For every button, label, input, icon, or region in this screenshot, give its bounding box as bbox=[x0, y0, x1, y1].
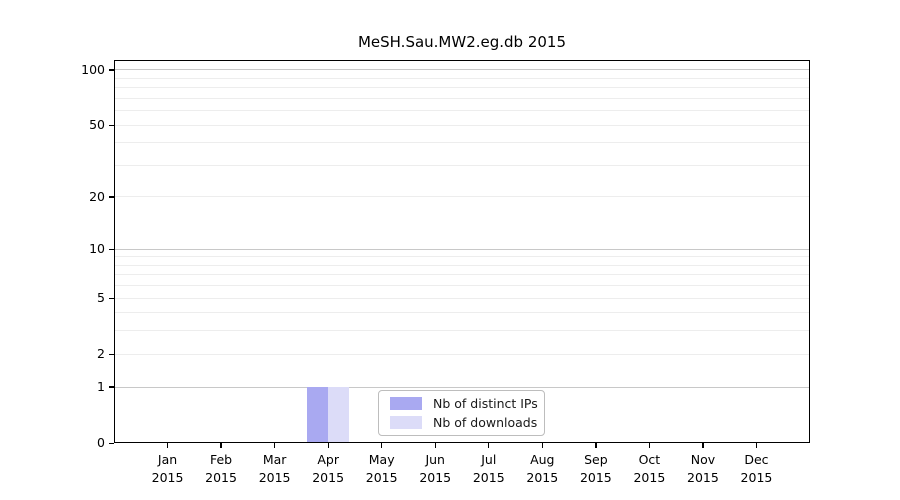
bar-nb-of-downloads-apr bbox=[328, 386, 350, 442]
chart-legend: Nb of distinct IPs Nb of downloads bbox=[378, 390, 545, 436]
x-tick-apr bbox=[327, 443, 329, 448]
minor-gridline-30 bbox=[115, 164, 809, 166]
x-tick-mar bbox=[274, 443, 276, 448]
major-gridline-100 bbox=[115, 69, 809, 71]
y-tick-50 bbox=[109, 124, 114, 126]
legend-label-downloads: Nb of downloads bbox=[433, 415, 538, 430]
minor-gridline-2 bbox=[115, 353, 809, 355]
x-tick-jul bbox=[488, 443, 490, 448]
minor-gridline-50 bbox=[115, 124, 809, 126]
minor-gridline-9 bbox=[115, 256, 809, 258]
x-tick-jun bbox=[434, 443, 436, 448]
x-tick-label-aug: Aug 2015 bbox=[526, 452, 559, 485]
minor-gridline-20 bbox=[115, 196, 809, 198]
legend-swatch-downloads bbox=[390, 416, 422, 429]
minor-gridline-6 bbox=[115, 285, 809, 287]
y-tick-label-10: 10 bbox=[89, 241, 105, 257]
minor-gridline-4 bbox=[115, 312, 809, 314]
minor-gridline-70 bbox=[115, 97, 809, 99]
minor-gridline-3 bbox=[115, 330, 809, 332]
minor-gridline-60 bbox=[115, 110, 809, 112]
y-tick-1 bbox=[109, 386, 114, 388]
minor-gridline-5 bbox=[115, 297, 809, 299]
y-tick-label-100: 100 bbox=[81, 61, 105, 77]
bar-nb-of-distinct-ips-apr bbox=[307, 386, 329, 442]
x-tick-label-oct: Oct 2015 bbox=[633, 452, 666, 485]
x-tick-label-nov: Nov 2015 bbox=[687, 452, 719, 485]
x-tick-aug bbox=[541, 443, 543, 448]
x-tick-jan bbox=[166, 443, 169, 448]
x-tick-label-may: May 2015 bbox=[365, 452, 398, 485]
x-tick-dec bbox=[755, 443, 758, 448]
y-tick-0 bbox=[109, 442, 114, 444]
x-tick-label-apr: Apr 2015 bbox=[312, 452, 345, 485]
legend-swatch-distinct-ips bbox=[390, 397, 422, 410]
x-tick-sep bbox=[595, 443, 597, 448]
x-tick-label-feb: Feb 2015 bbox=[205, 452, 237, 485]
y-tick-10 bbox=[109, 248, 114, 250]
y-tick-label-5: 5 bbox=[97, 290, 105, 306]
x-tick-label-jul: Jul 2015 bbox=[472, 452, 505, 485]
plot-area bbox=[114, 60, 810, 443]
y-tick-5 bbox=[109, 297, 114, 299]
y-tick-2 bbox=[109, 353, 114, 355]
minor-gridline-80 bbox=[115, 87, 809, 89]
minor-gridline-8 bbox=[115, 264, 809, 266]
x-tick-nov bbox=[702, 443, 704, 448]
x-tick-oct bbox=[648, 443, 651, 448]
x-tick-label-mar: Mar 2015 bbox=[258, 452, 291, 485]
minor-gridline-90 bbox=[115, 77, 809, 79]
legend-entry-distinct-ips: Nb of distinct IPs bbox=[379, 396, 544, 411]
x-tick-may bbox=[381, 443, 383, 448]
y-tick-label-20: 20 bbox=[89, 188, 105, 204]
legend-entry-downloads: Nb of downloads bbox=[379, 415, 544, 430]
major-gridline-1 bbox=[115, 386, 809, 388]
minor-gridline-40 bbox=[115, 142, 809, 144]
x-tick-label-sep: Sep 2015 bbox=[579, 452, 612, 485]
y-tick-100 bbox=[109, 69, 114, 71]
x-tick-label-dec: Dec 2015 bbox=[740, 452, 773, 485]
y-tick-label-50: 50 bbox=[89, 117, 105, 133]
y-tick-label-2: 2 bbox=[97, 346, 105, 362]
y-tick-label-1: 1 bbox=[97, 378, 105, 394]
x-tick-label-jan: Jan 2015 bbox=[151, 452, 184, 485]
legend-label-distinct-ips: Nb of distinct IPs bbox=[433, 396, 538, 411]
y-tick-20 bbox=[109, 196, 114, 198]
minor-gridline-7 bbox=[115, 274, 809, 276]
x-tick-feb bbox=[220, 443, 222, 448]
chart-title: MeSH.Sau.MW2.eg.db 2015 bbox=[357, 33, 567, 51]
y-tick-label-0: 0 bbox=[97, 435, 105, 450]
x-tick-label-jun: Jun 2015 bbox=[419, 452, 452, 485]
major-gridline-10 bbox=[115, 248, 809, 250]
